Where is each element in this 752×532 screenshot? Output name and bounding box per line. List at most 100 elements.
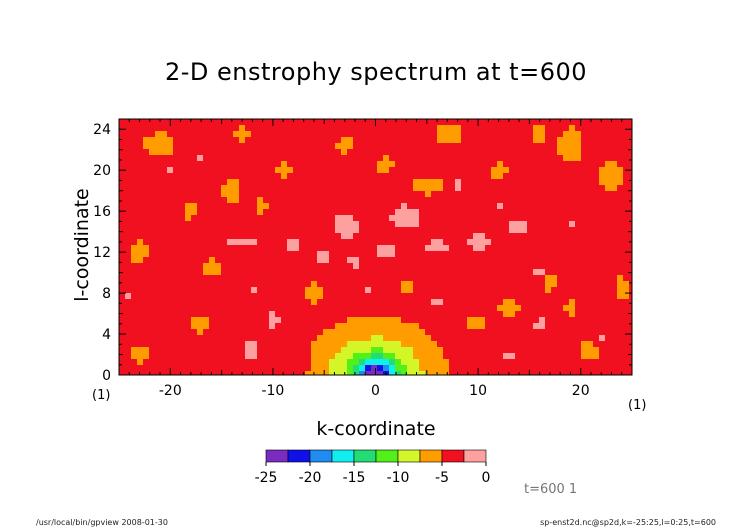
contour-cell (359, 131, 366, 138)
contour-cell (215, 131, 222, 138)
contour-cell (347, 143, 354, 150)
contour-cell (389, 251, 396, 258)
contour-cell (299, 143, 306, 150)
contour-cell (167, 335, 174, 342)
contour-cell (149, 149, 156, 156)
contour-cell (287, 155, 294, 162)
contour-cell (299, 215, 306, 222)
contour-cell (629, 365, 633, 372)
contour-cell (551, 131, 558, 138)
contour-cell (221, 149, 228, 156)
contour-cell (239, 293, 246, 300)
contour-cell (437, 245, 444, 252)
contour-cell (359, 311, 366, 318)
contour-cell (323, 191, 330, 198)
contour-cell (281, 215, 288, 222)
contour-cell (197, 245, 204, 252)
contour-cell (479, 269, 486, 276)
contour-cell (335, 353, 342, 360)
contour-cell (179, 299, 186, 306)
contour-cell (185, 281, 192, 288)
contour-cell (233, 245, 240, 252)
contour-cell (563, 317, 570, 324)
contour-cell (299, 251, 306, 258)
contour-cell (341, 287, 348, 294)
contour-cell (149, 347, 156, 354)
contour-cell (617, 155, 624, 162)
contour-cell (245, 239, 252, 246)
contour-cell (599, 293, 606, 300)
contour-cell (365, 299, 372, 306)
contour-cell (341, 215, 348, 222)
contour-cell (479, 317, 486, 324)
contour-cell (623, 299, 630, 306)
contour-cell (215, 179, 222, 186)
contour-cell (377, 323, 384, 330)
contour-cell (539, 239, 546, 246)
contour-cell (515, 371, 522, 376)
contour-cell (503, 311, 510, 318)
contour-cell (401, 143, 408, 150)
contour-cell (605, 275, 612, 282)
contour-cell (425, 263, 432, 270)
contour-cell (263, 353, 270, 360)
contour-cell (269, 287, 276, 294)
contour-cell (419, 197, 426, 204)
contour-cell (515, 251, 522, 258)
contour-cell (509, 245, 516, 252)
contour-cell (203, 287, 210, 294)
contour-cell (557, 215, 564, 222)
contour-cell (533, 347, 540, 354)
contour-cell (383, 209, 390, 216)
x-axis: -20 -10 0 10 20 (118, 119, 633, 399)
contour-cell (341, 197, 348, 204)
contour-cell (611, 317, 618, 324)
contour-cell (275, 149, 282, 156)
contour-cell (407, 239, 414, 246)
contour-cell (551, 203, 558, 210)
contour-cell (137, 245, 144, 252)
contour-cell (287, 149, 294, 156)
contour-cell (605, 215, 612, 222)
contour-cell (173, 365, 180, 372)
contour-cell (239, 143, 246, 150)
contour-cell (533, 299, 540, 306)
contour-cell (191, 317, 198, 324)
contour-cell (419, 215, 426, 222)
contour-cell (629, 155, 633, 162)
contour-cell (449, 203, 456, 210)
contour-cell (149, 209, 156, 216)
contour-cell (575, 329, 582, 336)
contour-cell (473, 371, 480, 376)
contour-cell (509, 257, 516, 264)
contour-cell (323, 137, 330, 144)
contour-cell (275, 269, 282, 276)
contour-cell (161, 119, 168, 126)
contour-cell (545, 353, 552, 360)
contour-cell (545, 227, 552, 234)
contour-cell (431, 287, 438, 294)
contour-cell (149, 185, 156, 192)
contour-cell (167, 347, 174, 354)
contour-cell (281, 305, 288, 312)
contour-cell (233, 251, 240, 258)
contour-cell (221, 335, 228, 342)
contour-cell (239, 317, 246, 324)
contour-cell (563, 269, 570, 276)
contour-cell (365, 227, 372, 234)
contour-cell (311, 251, 318, 258)
contour-cell (563, 305, 570, 312)
contour-cell (425, 197, 432, 204)
contour-cell (257, 197, 264, 204)
contour-cell (485, 317, 492, 324)
contour-cell (401, 209, 408, 216)
colorbar-tick-label: 0 (482, 470, 491, 486)
contour-cell (263, 365, 270, 372)
contour-cell (137, 179, 144, 186)
contour-cell (455, 335, 462, 342)
contour-cell (473, 161, 480, 168)
contour-cell (413, 317, 420, 324)
contour-cell (503, 335, 510, 342)
contour-cell (509, 251, 516, 258)
contour-cell (515, 161, 522, 168)
